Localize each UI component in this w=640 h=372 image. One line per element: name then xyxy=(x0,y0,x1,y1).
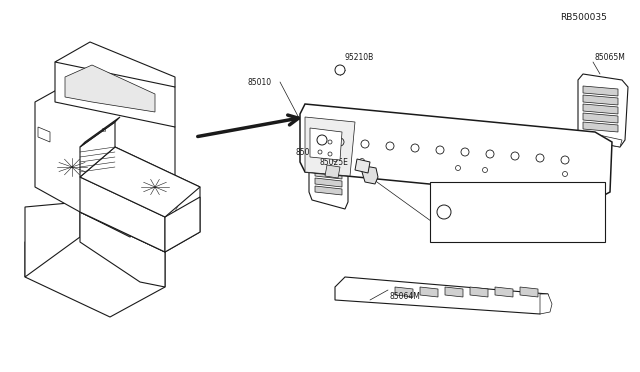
Polygon shape xyxy=(80,212,165,287)
Polygon shape xyxy=(25,202,80,277)
Polygon shape xyxy=(583,104,618,114)
Polygon shape xyxy=(65,65,155,112)
Polygon shape xyxy=(420,287,438,297)
Polygon shape xyxy=(583,113,618,123)
Polygon shape xyxy=(25,212,165,317)
Polygon shape xyxy=(495,287,513,297)
Polygon shape xyxy=(445,287,463,297)
Polygon shape xyxy=(583,86,618,96)
Polygon shape xyxy=(315,170,342,179)
Circle shape xyxy=(335,65,345,75)
Polygon shape xyxy=(335,277,548,314)
Polygon shape xyxy=(315,162,342,171)
Polygon shape xyxy=(583,122,618,132)
Text: (6): (6) xyxy=(456,222,467,231)
Polygon shape xyxy=(309,142,348,209)
Text: RB500035: RB500035 xyxy=(560,13,607,22)
Polygon shape xyxy=(395,287,413,297)
Polygon shape xyxy=(583,95,618,105)
Polygon shape xyxy=(362,166,378,184)
Text: 85065M: 85065M xyxy=(595,52,626,61)
Polygon shape xyxy=(315,154,342,163)
Text: B: B xyxy=(101,128,105,132)
Text: 0B1B7-4302A: 0B1B7-4302A xyxy=(456,208,508,217)
Polygon shape xyxy=(520,287,538,297)
Polygon shape xyxy=(578,74,628,147)
Polygon shape xyxy=(80,117,120,147)
Bar xyxy=(430,182,605,242)
Polygon shape xyxy=(540,294,552,314)
Polygon shape xyxy=(80,177,165,252)
Polygon shape xyxy=(310,128,342,160)
Polygon shape xyxy=(80,147,200,217)
Text: 95210B: 95210B xyxy=(345,52,374,61)
Polygon shape xyxy=(165,197,200,252)
Polygon shape xyxy=(315,186,342,195)
Polygon shape xyxy=(80,147,200,252)
Ellipse shape xyxy=(133,172,177,202)
Text: 85010A: 85010A xyxy=(296,148,325,157)
Polygon shape xyxy=(55,47,175,127)
Text: B: B xyxy=(442,209,446,215)
Text: 85025E: 85025E xyxy=(320,157,349,167)
Polygon shape xyxy=(305,117,355,176)
Text: 85010: 85010 xyxy=(248,77,272,87)
Polygon shape xyxy=(355,159,370,173)
Polygon shape xyxy=(315,178,342,187)
Text: SEE SEC. 266 (26510): SEE SEC. 266 (26510) xyxy=(436,190,519,199)
Circle shape xyxy=(317,135,327,145)
Polygon shape xyxy=(300,104,612,200)
Polygon shape xyxy=(55,42,175,87)
Ellipse shape xyxy=(47,151,97,183)
Polygon shape xyxy=(470,287,488,297)
Polygon shape xyxy=(583,132,622,147)
Text: 85064M: 85064M xyxy=(390,292,421,301)
Polygon shape xyxy=(80,122,115,177)
Polygon shape xyxy=(35,77,175,237)
Polygon shape xyxy=(38,127,50,142)
Polygon shape xyxy=(325,165,340,178)
